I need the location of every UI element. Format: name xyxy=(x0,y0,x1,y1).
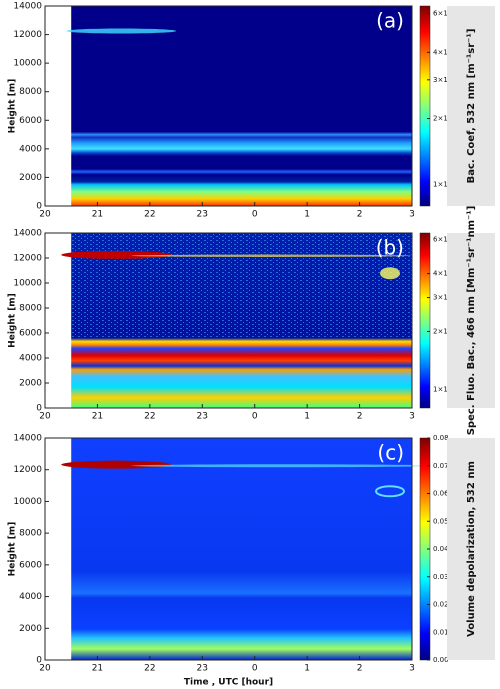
x-axis-label: Time , UTC [hour] xyxy=(184,678,273,688)
x-tick-label: 22 xyxy=(144,412,155,422)
x-tick-label: 0 xyxy=(252,210,258,220)
x-tick-label: 22 xyxy=(144,664,155,674)
colorbar-tick-label: 1×10⁻⁶ xyxy=(433,385,459,393)
y-axis-label: Height [m] xyxy=(8,522,18,577)
colorbar-tick-label: 4×10⁻⁶ xyxy=(433,270,459,278)
colorbar-tick-label: 6×10⁻⁶ xyxy=(433,236,459,244)
y-tick-label: 4000 xyxy=(19,144,42,154)
panel-label: (b) xyxy=(376,236,404,260)
y-tick-label: 4000 xyxy=(19,592,42,602)
x-tick-label: 23 xyxy=(197,210,208,220)
y-tick-label: 2000 xyxy=(19,624,42,634)
y-tick-label: 4000 xyxy=(19,354,42,364)
colorbar-label-box xyxy=(447,438,495,660)
colorbar-tick-label: 2×10⁻⁶ xyxy=(433,327,459,335)
colorbar-tick-label: 1×10⁻⁶ xyxy=(433,181,459,189)
y-tick-label: 8000 xyxy=(19,304,42,314)
layer-streak xyxy=(61,460,172,469)
y-tick-label: 12000 xyxy=(13,30,42,40)
colorbar-tick-label: 0.00 xyxy=(433,656,449,664)
y-axis-label: Height [m] xyxy=(8,293,18,348)
colorbar xyxy=(419,232,431,409)
y-tick-label: 10000 xyxy=(13,279,42,289)
y-tick-label: 6000 xyxy=(19,329,42,339)
y-tick-label: 6000 xyxy=(19,116,42,126)
y-tick-label: 0 xyxy=(36,202,42,212)
layer-streak xyxy=(66,28,177,34)
colorbar-label-box xyxy=(447,6,495,206)
y-tick-label: 0 xyxy=(36,404,42,414)
layer-cloud xyxy=(375,485,405,498)
colorbar xyxy=(419,5,431,207)
colorbar-label: Bac. Coef, 532 nm [m⁻¹sr⁻¹] xyxy=(466,29,477,184)
y-tick-label: 0 xyxy=(36,656,42,666)
colorbar-tick-label: 4×10⁻⁶ xyxy=(433,48,459,56)
y-axis-label: Height [m] xyxy=(8,79,18,134)
y-tick-label: 14000 xyxy=(13,434,42,444)
colorbar-tick-label: 0.01 xyxy=(433,628,449,636)
x-tick-label: 20 xyxy=(39,664,51,674)
x-tick-label: 1 xyxy=(304,664,310,674)
y-tick-label: 12000 xyxy=(13,465,42,475)
colorbar-label: Spec. Fluo. Bac., 466 nm [Mm⁻¹sr⁻¹nm⁻¹] xyxy=(466,206,477,436)
layer-streak xyxy=(131,464,432,468)
panel-label: (a) xyxy=(376,9,404,33)
colorbar-tick-label: 0.06 xyxy=(433,490,449,498)
noise xyxy=(71,233,412,338)
plot-frame xyxy=(44,232,413,409)
x-tick-label: 0 xyxy=(252,664,258,674)
y-tick-label: 8000 xyxy=(19,529,42,539)
colorbar-tick-label: 0.05 xyxy=(433,517,449,525)
y-tick-label: 12000 xyxy=(13,254,42,264)
x-tick-label: 2 xyxy=(357,664,363,674)
colorbar-tick-label: 2×10⁻⁶ xyxy=(433,115,459,123)
heatmap-image xyxy=(71,6,412,206)
colorbar-label-box xyxy=(447,233,495,408)
y-tick-label: 10000 xyxy=(13,59,42,69)
y-tick-label: 8000 xyxy=(19,87,42,97)
y-tick-label: 2000 xyxy=(19,379,42,389)
x-tick-label: 21 xyxy=(92,412,103,422)
x-tick-label: 1 xyxy=(304,412,310,422)
y-tick-label: 14000 xyxy=(13,2,42,12)
x-tick-label: 21 xyxy=(92,210,103,220)
x-tick-label: 23 xyxy=(197,664,208,674)
x-tick-label: 21 xyxy=(92,664,103,674)
x-tick-label: 2 xyxy=(357,210,363,220)
colorbar-tick-label: 3×10⁻⁶ xyxy=(433,76,459,84)
colorbar-tick-label: 0.07 xyxy=(433,462,449,470)
colorbar-tick-label: 3×10⁻⁶ xyxy=(433,294,459,302)
heatmap-image xyxy=(71,438,412,660)
x-tick-label: 3 xyxy=(409,210,415,220)
colorbar-tick-label: 0.04 xyxy=(433,545,449,553)
x-tick-label: 23 xyxy=(197,412,208,422)
layer-streak xyxy=(131,254,412,257)
y-tick-label: 2000 xyxy=(19,173,42,183)
colorbar-tick-label: 0.03 xyxy=(433,573,449,581)
layer-cloud xyxy=(380,267,400,280)
colorbar-tick-label: 0.08 xyxy=(433,434,449,442)
x-tick-label: 20 xyxy=(39,210,51,220)
x-tick-label: 20 xyxy=(39,412,51,422)
colorbar-tick-label: 0.02 xyxy=(433,601,449,609)
plot-frame xyxy=(44,5,413,207)
x-tick-label: 1 xyxy=(304,210,310,220)
layer-streak xyxy=(61,250,172,259)
colorbar-label: Volume depolarization, 532 nm xyxy=(466,461,477,637)
colorbar-tick-label: 6×10⁻⁶ xyxy=(433,10,459,18)
x-tick-label: 22 xyxy=(144,210,155,220)
y-tick-label: 6000 xyxy=(19,560,42,570)
x-tick-label: 2 xyxy=(357,412,363,422)
plot-frame xyxy=(44,437,413,661)
y-tick-label: 10000 xyxy=(13,497,42,507)
x-tick-label: 0 xyxy=(252,412,258,422)
y-tick-label: 14000 xyxy=(13,229,42,239)
x-tick-label: 3 xyxy=(409,664,415,674)
x-tick-label: 3 xyxy=(409,412,415,422)
panel-label: (c) xyxy=(377,441,404,465)
